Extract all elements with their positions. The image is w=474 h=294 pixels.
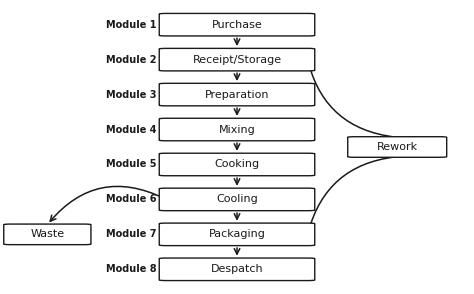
Text: Purchase: Purchase — [211, 20, 263, 30]
FancyBboxPatch shape — [159, 14, 315, 36]
FancyBboxPatch shape — [159, 153, 315, 176]
Text: Cooking: Cooking — [214, 159, 260, 169]
FancyBboxPatch shape — [159, 258, 315, 280]
Text: Waste: Waste — [30, 229, 64, 239]
Text: Packaging: Packaging — [209, 229, 265, 239]
Text: Cooling: Cooling — [216, 194, 258, 204]
FancyBboxPatch shape — [4, 224, 91, 245]
Text: Module 1: Module 1 — [106, 20, 157, 30]
Text: Module 5: Module 5 — [106, 159, 157, 169]
Text: Module 6: Module 6 — [106, 194, 157, 204]
Text: Despatch: Despatch — [210, 264, 264, 274]
Text: Module 7: Module 7 — [106, 229, 157, 239]
Text: Module 8: Module 8 — [106, 264, 157, 274]
Text: Module 4: Module 4 — [106, 125, 157, 135]
Text: Module 3: Module 3 — [106, 90, 157, 100]
FancyBboxPatch shape — [159, 118, 315, 141]
Text: Rework: Rework — [377, 142, 418, 152]
FancyBboxPatch shape — [159, 83, 315, 106]
Text: Receipt/Storage: Receipt/Storage — [192, 55, 282, 65]
Text: Preparation: Preparation — [205, 90, 269, 100]
FancyBboxPatch shape — [159, 223, 315, 245]
Text: Mixing: Mixing — [219, 125, 255, 135]
FancyBboxPatch shape — [348, 137, 447, 157]
FancyBboxPatch shape — [159, 49, 315, 71]
Text: Module 2: Module 2 — [106, 55, 157, 65]
FancyBboxPatch shape — [159, 188, 315, 211]
